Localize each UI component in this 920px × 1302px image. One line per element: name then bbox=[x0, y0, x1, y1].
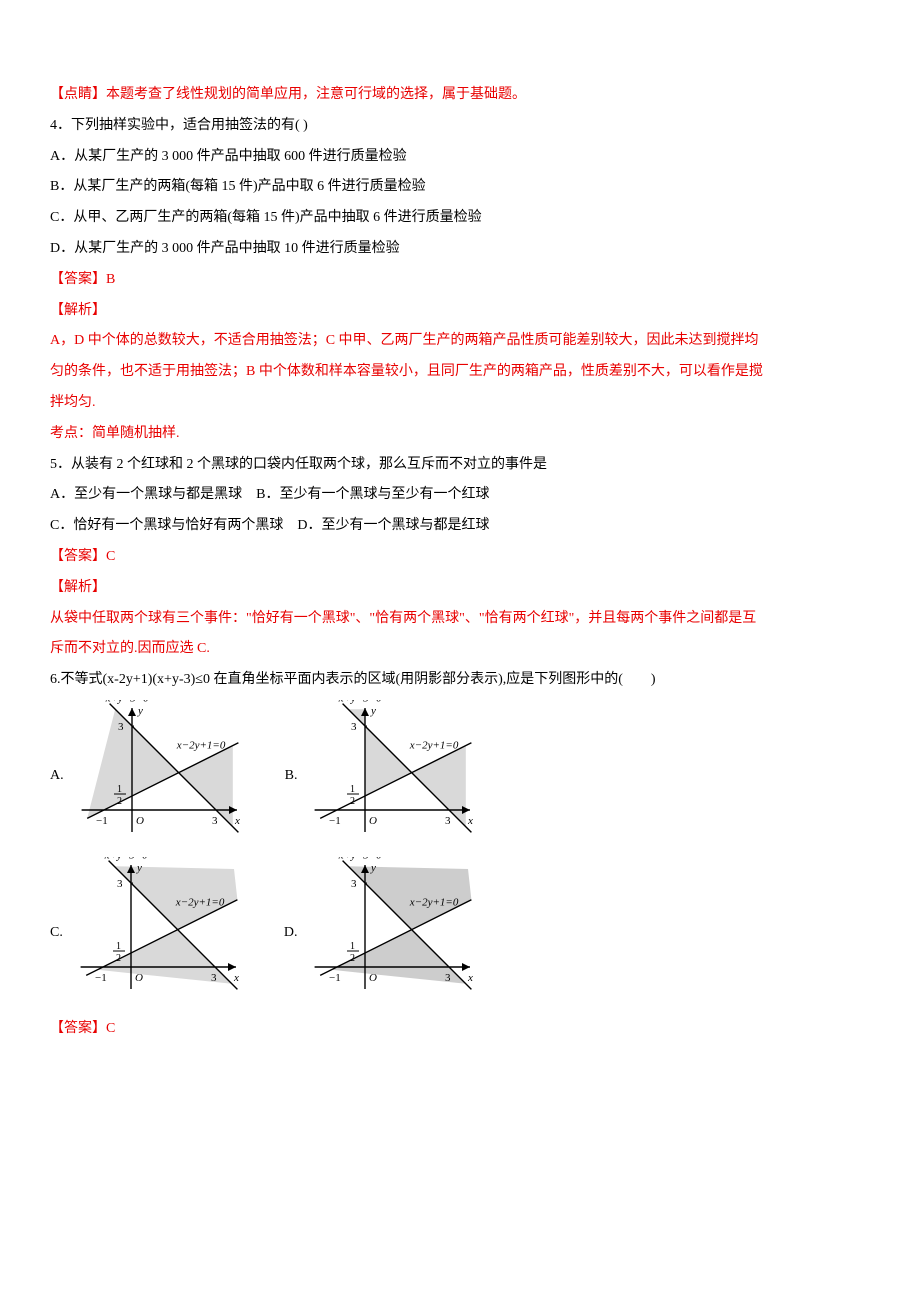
svg-text:y: y bbox=[370, 862, 376, 874]
svg-text:x−2y+1=0: x−2y+1=0 bbox=[175, 739, 225, 751]
q5-choices-row2: C．恰好有一个黑球与恰好有两个黑球 D．至少有一个黑球与都是红球 bbox=[50, 511, 770, 542]
q6-label-b: B. bbox=[285, 761, 298, 792]
svg-text:3: 3 bbox=[445, 815, 451, 827]
svg-text:x: x bbox=[234, 815, 240, 827]
q5-answer: 【答案】C bbox=[50, 542, 770, 573]
svg-text:3: 3 bbox=[212, 815, 218, 827]
svg-text:1: 1 bbox=[350, 784, 355, 795]
q6-stem: 6.不等式(x-2y+1)(x+y-3)≤0 在直角坐标平面内表示的区域(用阴影… bbox=[50, 665, 770, 696]
svg-text:y: y bbox=[370, 705, 376, 717]
answer-label: 【答案】 bbox=[50, 549, 106, 564]
svg-text:y: y bbox=[136, 862, 142, 874]
svg-text:x−2y+1=0: x−2y+1=0 bbox=[175, 896, 225, 908]
q6-graph-c: x y O 3 −1 3 1 2 x+y−3=0 x−2y+1=0 bbox=[69, 857, 244, 1010]
svg-text:3: 3 bbox=[211, 972, 217, 984]
svg-text:O: O bbox=[136, 815, 144, 827]
svg-text:x: x bbox=[467, 972, 473, 984]
svg-text:x−2y+1=0: x−2y+1=0 bbox=[409, 896, 459, 908]
answer-label: 【答案】 bbox=[50, 1021, 106, 1036]
tip-text: 本题考查了线性规划的简单应用，注意可行域的选择，属于基础题。 bbox=[106, 87, 526, 102]
svg-text:1: 1 bbox=[350, 941, 355, 952]
svg-text:1: 1 bbox=[117, 784, 122, 795]
answer-value: B bbox=[106, 272, 115, 287]
answer-value: C bbox=[106, 549, 115, 564]
q5-choice-a: A．至少有一个黑球与都是黑球 bbox=[50, 487, 242, 502]
q4-explanation-label: 【解析】 bbox=[50, 296, 770, 327]
q6-label-c: C. bbox=[50, 918, 63, 949]
q6-label-d: D. bbox=[284, 918, 298, 949]
q4-choice-a: A．从某厂生产的 3 000 件产品中抽取 600 件进行质量检验 bbox=[50, 142, 770, 173]
q4-stem: 4．下列抽样实验中，适合用抽签法的有( ) bbox=[50, 111, 770, 142]
q5-choice-b: B．至少有一个黑球与至少有一个红球 bbox=[256, 487, 489, 502]
q5-choices-row1: A．至少有一个黑球与都是黑球 B．至少有一个黑球与至少有一个红球 bbox=[50, 480, 770, 511]
q5-explanation: 从袋中任取两个球有三个事件："恰好有一个黑球"、"恰有两个黑球"、"恰有两个红球… bbox=[50, 604, 770, 666]
svg-text:x+y−3=0: x+y−3=0 bbox=[338, 857, 383, 862]
svg-text:O: O bbox=[369, 815, 377, 827]
svg-text:3: 3 bbox=[117, 878, 123, 890]
q4-answer: 【答案】B bbox=[50, 265, 770, 296]
q4-topic: 考点：简单随机抽样. bbox=[50, 419, 770, 450]
svg-text:−1: −1 bbox=[329, 815, 341, 827]
answer-label: 【答案】 bbox=[50, 272, 106, 287]
svg-text:x: x bbox=[467, 815, 473, 827]
svg-text:−1: −1 bbox=[95, 972, 107, 984]
svg-text:O: O bbox=[369, 972, 377, 984]
q4-choice-b: B．从某厂生产的两箱(每箱 15 件)产品中取 6 件进行质量检验 bbox=[50, 172, 770, 203]
svg-text:3: 3 bbox=[351, 878, 357, 890]
q6-graph-d: x y O 3 −1 3 1 2 x+y−3=0 x−2y+1=0 bbox=[303, 857, 478, 1010]
svg-text:3: 3 bbox=[118, 721, 124, 733]
svg-text:x+y−3=0: x+y−3=0 bbox=[104, 700, 149, 705]
q6-answer: 【答案】C bbox=[50, 1014, 770, 1045]
q6-row-cd: C. x y O 3 −1 3 1 2 x+y−3=0 x−2y+1=0 D. bbox=[50, 857, 770, 1010]
svg-text:x: x bbox=[233, 972, 239, 984]
svg-text:−1: −1 bbox=[96, 815, 108, 827]
q4-choice-d: D．从某厂生产的 3 000 件产品中抽取 10 件进行质量检验 bbox=[50, 234, 770, 265]
tip-label: 【点睛】 bbox=[50, 87, 106, 102]
svg-text:x−2y+1=0: x−2y+1=0 bbox=[409, 739, 459, 751]
svg-text:1: 1 bbox=[116, 941, 121, 952]
svg-text:x+y−3=0: x+y−3=0 bbox=[338, 700, 383, 705]
q4-choice-c: C．从甲、乙两厂生产的两箱(每箱 15 件)产品中抽取 6 件进行质量检验 bbox=[50, 203, 770, 234]
svg-text:3: 3 bbox=[445, 972, 451, 984]
q5-stem: 5．从装有 2 个红球和 2 个黑球的口袋内任取两个球，那么互斥而不对立的事件是 bbox=[50, 450, 770, 481]
q6-label-a: A. bbox=[50, 761, 64, 792]
q6-row-ab: A. x y O 3 −1 3 1 2 x+y−3=0 x−2y+1=0 B. bbox=[50, 700, 770, 853]
answer-value: C bbox=[106, 1021, 115, 1036]
svg-text:x+y−3=0: x+y−3=0 bbox=[103, 857, 148, 862]
svg-text:3: 3 bbox=[351, 721, 357, 733]
q3-tip: 【点睛】本题考查了线性规划的简单应用，注意可行域的选择，属于基础题。 bbox=[50, 80, 770, 111]
q4-explanation: A，D 中个体的总数较大，不适合用抽签法；C 中甲、乙两厂生产的两箱产品性质可能… bbox=[50, 326, 770, 418]
q5-explanation-label: 【解析】 bbox=[50, 573, 770, 604]
q6-graph-a: x y O 3 −1 3 1 2 x+y−3=0 x−2y+1=0 bbox=[70, 700, 245, 853]
q5-choice-c: C．恰好有一个黑球与恰好有两个黑球 bbox=[50, 518, 283, 533]
svg-text:−1: −1 bbox=[329, 972, 341, 984]
svg-text:y: y bbox=[137, 705, 143, 717]
q6-graph-b: x y O 3 −1 3 1 2 x+y−3=0 x−2y+1=0 bbox=[303, 700, 478, 853]
q5-choice-d: D．至少有一个黑球与都是红球 bbox=[297, 518, 489, 533]
svg-text:O: O bbox=[135, 972, 143, 984]
